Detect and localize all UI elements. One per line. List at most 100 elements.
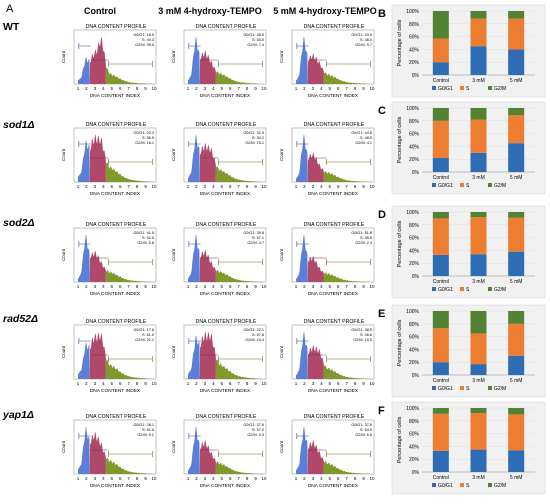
column-header: 5 mM 4-hydroxy-TEMPO [273,6,377,16]
histogram-panel: DNA CONTENT PROFILE Count 1 2 3 4 5 6 7 8 9 10 DNA C… [278,218,378,298]
bar-segment-g2m [470,212,487,218]
bar-segment-s [508,414,525,451]
histogram-background [278,118,378,198]
phase-stat: S: 48.5 [360,136,372,140]
bar-xtick: Control [433,378,449,384]
phase-stat: G0/G1: 20.3 [133,131,154,135]
bar-ytick: 0% [412,73,420,79]
bar-ytick: 60% [409,236,420,242]
bar-segment-s [508,115,525,144]
g1-gate-marker [78,241,91,247]
bar-ytick: 40% [409,248,420,254]
bar-ytick: 100% [406,309,419,315]
bar-segment-s [508,18,525,50]
bar-ytick: 100% [406,9,419,15]
histogram-tick: 2 [303,184,306,189]
histogram-tick: 7 [345,86,348,91]
bar-segment-g2m [470,11,487,19]
histogram-tick: 1 [77,381,80,386]
legend-swatch [460,86,464,90]
bar-segment-g2m [470,108,487,120]
histogram-tick: 7 [237,381,240,386]
histogram-tick: 7 [127,86,130,91]
histogram-tick: 1 [77,476,80,481]
g2m-gate-marker [108,451,153,457]
g2m-gate-marker [326,356,371,362]
histogram-tick: 8 [136,284,139,289]
bar-ytick: 60% [409,132,420,138]
histogram-xlabel: DNA CONTENT INDEX [200,191,251,197]
bar-ytick: 40% [409,144,420,150]
histogram-tick: 1 [187,381,190,386]
bar-ytick: 80% [409,223,420,229]
histogram-ylabel: Count [171,148,176,161]
s-phase-area [307,53,324,84]
bar-ytick: 60% [409,335,420,341]
histogram-tick: 6 [119,184,122,189]
histogram-tick: 6 [119,86,122,91]
g1-gate-marker [188,338,201,344]
g2m-peak-area [105,457,154,474]
histogram-tick: 10 [369,86,375,91]
histogram-tick: 9 [362,86,365,91]
bar-segment-g2m [432,408,449,414]
histogram-tick: 1 [77,184,80,189]
histogram-tick: 7 [345,476,348,481]
histogram-tick: 4 [212,184,215,189]
bar-segment-g0g1 [432,62,449,75]
histogram-background [278,218,378,298]
s-phase-area [307,439,324,474]
histogram-tick: 3 [94,381,97,386]
bar-segment-g2m [432,311,449,329]
g2m-peak-area [105,358,154,379]
legend-label: S [466,386,470,392]
histogram-tick: 6 [337,86,340,91]
g2m-gate-marker [218,159,263,165]
bar-segment-g2m [432,212,449,219]
histogram-tick: 8 [354,476,357,481]
histogram-tick: 3 [312,184,315,189]
g1-peak-area [78,140,90,182]
histogram-title: DNA CONTENT PROFILE [196,319,257,325]
histogram-tick: 2 [85,284,88,289]
histogram-tick: 7 [237,476,240,481]
histogram-background [170,20,270,100]
g2m-gate-marker [108,159,153,165]
bar-segment-s [470,413,487,450]
phase-stat: G0/G1: 51.8 [351,231,372,235]
histogram-tick: 1 [77,86,80,91]
legend-label: G0/G1 [438,483,453,489]
histogram-tick: 9 [144,381,147,386]
histogram-ylabel: Count [171,248,176,261]
legend-label: S [466,86,470,92]
s-phase-area [89,332,106,379]
histogram-tick: 3 [94,284,97,289]
histogram-ylabel: Count [61,440,66,453]
g2m-gate-marker [108,61,153,67]
phase-stat: G0/G1: 39.8 [243,231,264,235]
column-header: Control [84,6,116,16]
histogram-background [60,410,160,490]
histogram-tick: 9 [362,284,365,289]
phase-stat: G2/M: 15.5 [353,338,372,342]
bar-ytick: 20% [409,157,420,163]
histogram-tick: 8 [136,86,139,91]
panel-a: A Control 3 mM 4-hydroxy-TEMPO 5 mM 4-hydro… [2,3,378,490]
histogram-tick: 4 [102,284,105,289]
bar-segment-g2m [508,11,525,19]
g1-gate-marker [188,241,201,247]
phase-stat: G2/M: 4.1 [355,141,372,145]
bar-xtick: 5 mM [510,78,523,84]
legend-swatch [488,86,492,90]
histogram-panel: DNA CONTENT PROFILE Count 1 2 3 4 5 6 7 8 9 10 DNA C… [60,218,160,298]
histogram-panel: DNA CONTENT PROFILE Count 1 2 3 4 5 6 7 8 9 10 DNA C… [278,20,378,100]
bar-xtick: 5 mM [510,475,523,481]
histogram-panel: DNA CONTENT PROFILE Count 1 2 3 4 5 6 7 8 9 10 DNA C… [170,410,270,490]
legend-swatch [432,287,436,291]
phase-stat: G2/M: 4.7 [247,241,264,245]
histogram-tick: 8 [354,381,357,386]
bar-ytick: 20% [409,60,420,66]
histogram-tick: 7 [237,86,240,91]
bar-segment-s [432,328,449,363]
g1-gate-marker [78,141,91,147]
